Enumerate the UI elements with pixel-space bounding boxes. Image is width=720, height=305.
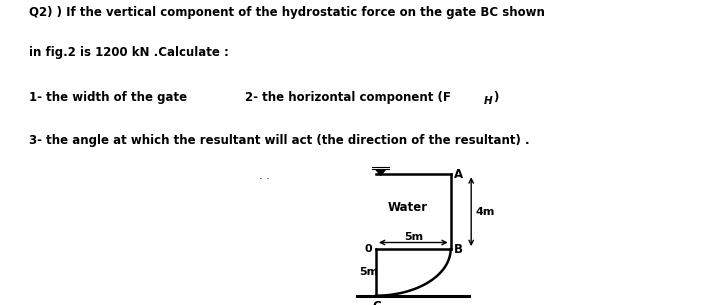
Text: in fig.2 is 1200 kN .Calculate :: in fig.2 is 1200 kN .Calculate : bbox=[29, 46, 229, 59]
Text: A: A bbox=[454, 168, 462, 181]
Text: H: H bbox=[484, 96, 492, 106]
Text: 1- the width of the gate: 1- the width of the gate bbox=[29, 92, 187, 105]
Text: B: B bbox=[454, 242, 462, 256]
Text: Water: Water bbox=[387, 202, 428, 214]
Text: ): ) bbox=[493, 92, 498, 105]
Text: 5m: 5m bbox=[404, 232, 423, 242]
Text: 5m: 5m bbox=[359, 267, 378, 277]
Polygon shape bbox=[376, 170, 385, 175]
Text: 0: 0 bbox=[364, 244, 372, 254]
Text: 2- the horizontal component (F: 2- the horizontal component (F bbox=[245, 92, 451, 105]
Text: 3- the angle at which the resultant will act (the direction of the resultant) .: 3- the angle at which the resultant will… bbox=[29, 134, 529, 147]
Text: C: C bbox=[372, 300, 382, 305]
Text: Q2) ) If the vertical component of the hydrostatic force on the gate BC shown: Q2) ) If the vertical component of the h… bbox=[29, 6, 544, 19]
Text: 4m: 4m bbox=[476, 207, 495, 217]
Text: . .: . . bbox=[259, 171, 270, 181]
